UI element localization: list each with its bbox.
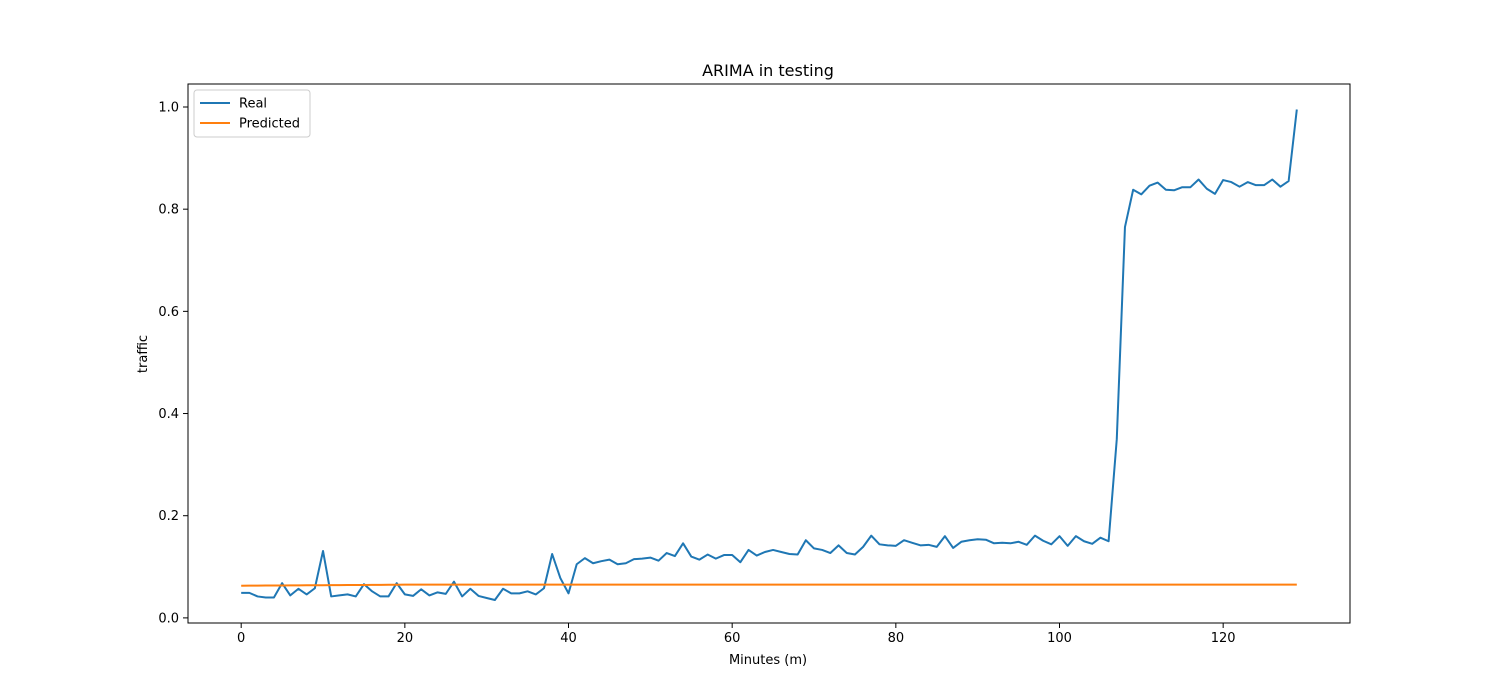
x-axis-label: Minutes (m) <box>729 653 807 668</box>
x-tick-label: 40 <box>560 631 577 646</box>
x-tick-label: 120 <box>1211 631 1236 646</box>
chart-title: ARIMA in testing <box>702 61 834 80</box>
y-tick-label: 0.0 <box>158 611 179 626</box>
y-tick-label: 1.0 <box>158 100 179 115</box>
x-tick-label: 0 <box>237 631 245 646</box>
x-tick-label: 80 <box>888 631 905 646</box>
legend: Real Predicted <box>193 89 311 138</box>
ticks-layer: 0 20 40 60 80 100 120 0.0 0.2 0.4 0.6 0.8 1.0 <box>158 100 1235 646</box>
x-tick-label: 60 <box>724 631 741 646</box>
y-axis-label: traffic <box>136 335 151 373</box>
y-tick-label: 0.6 <box>158 305 179 320</box>
legend-box <box>193 89 311 138</box>
plot-frame <box>187 83 1351 624</box>
series-layer <box>241 109 1298 602</box>
y-tick-label: 0.8 <box>158 203 179 218</box>
series-line-real <box>241 109 1298 602</box>
series-line-predicted <box>241 583 1297 587</box>
y-tick-label: 0.4 <box>158 407 179 422</box>
legend-label-real: Real <box>239 97 267 112</box>
legend-label-predicted: Predicted <box>239 117 300 132</box>
x-tick-label: 20 <box>397 631 414 646</box>
y-tick-label: 0.2 <box>158 509 179 524</box>
x-tick-label: 100 <box>1047 631 1072 646</box>
